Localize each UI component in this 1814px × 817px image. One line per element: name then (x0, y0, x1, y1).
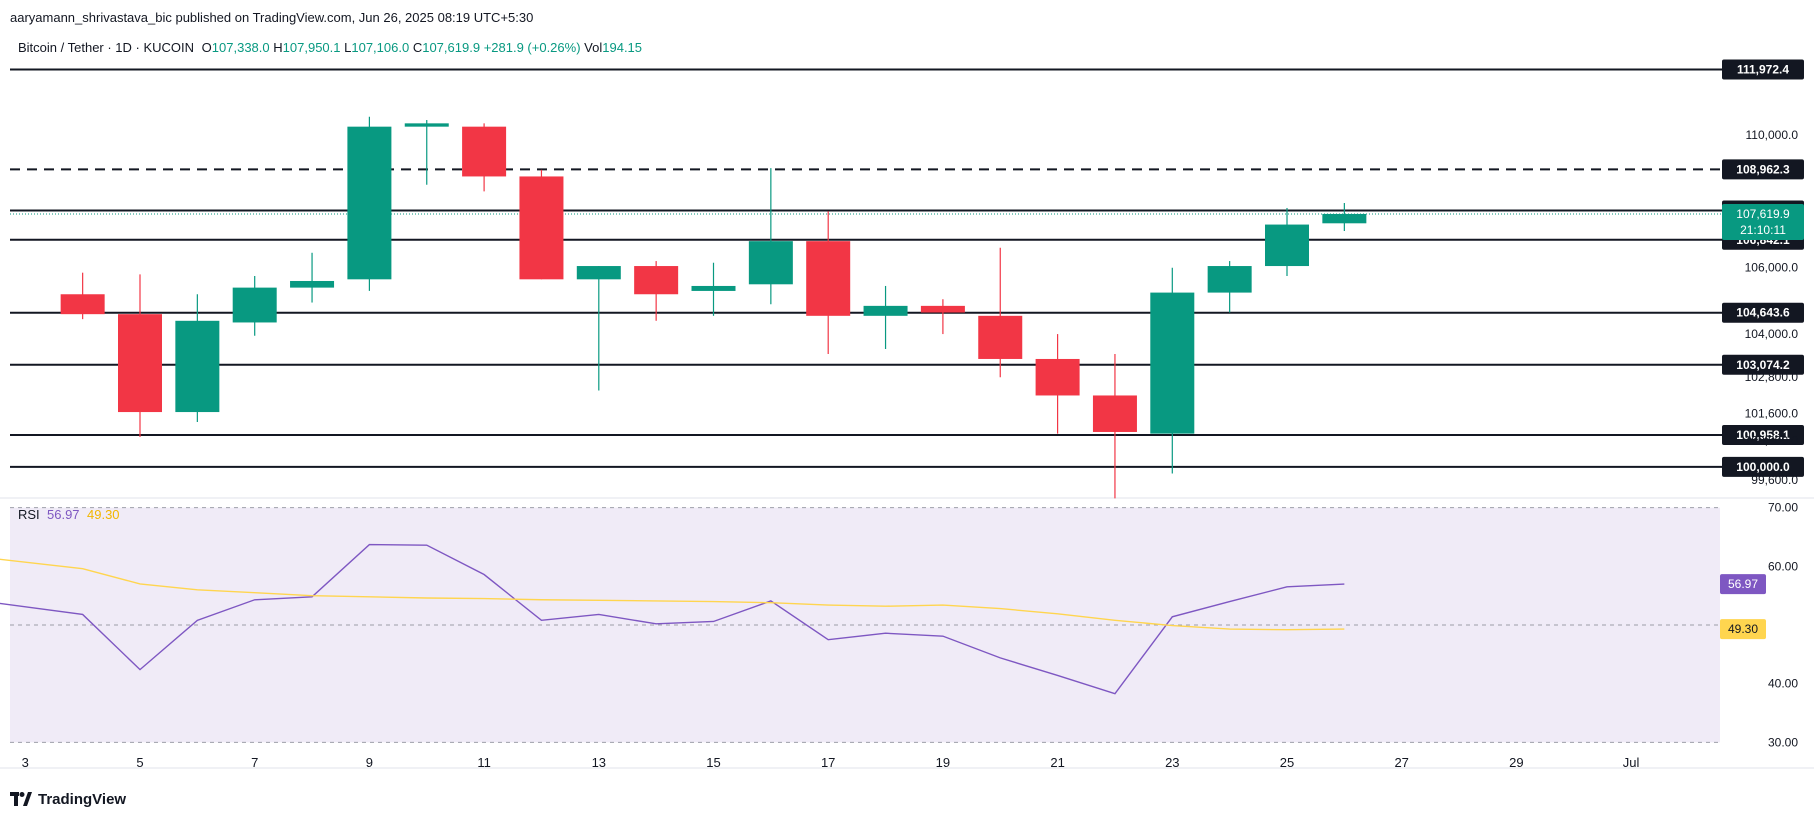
level-price-tag[interactable] (1722, 159, 1804, 180)
last-price-tag[interactable] (1722, 203, 1804, 240)
rsi-lines (0, 543, 1345, 695)
publisher-line: aaryamann_shrivastava_bic published on T… (10, 10, 534, 25)
level-price-tag[interactable] (1722, 456, 1804, 477)
level-price-label: 100,958.1 (1736, 428, 1790, 442)
rsi-tick-label: 60.00 (1768, 559, 1798, 573)
price-tick-label: 102,800.0 (1745, 370, 1799, 384)
level-price-tag[interactable] (1722, 302, 1804, 323)
high-value: 107,950.1 (282, 40, 341, 55)
price-tick-label: 104,000.0 (1745, 327, 1799, 341)
time-tick-label: 5 (136, 755, 143, 770)
time-tick-label: 21 (1050, 755, 1064, 770)
level-price-label: 104,643.6 (1736, 306, 1790, 320)
time-tick-label: 11 (477, 755, 491, 770)
rsi-tick-label: 40.00 (1768, 677, 1798, 691)
rsi-tick-label: 30.00 (1768, 735, 1798, 749)
rsi-legend-ma-value: 49.30 (87, 507, 120, 522)
price-tick-label: 106,000.0 (1745, 261, 1799, 275)
price-tick-label: 99,600.0 (1751, 473, 1798, 487)
grid (0, 497, 1814, 769)
candle-body (978, 315, 1023, 359)
candle-body (1265, 224, 1309, 267)
candle-body (920, 305, 965, 313)
open-label: O (201, 40, 212, 55)
level-price-label: 108,962.3 (1736, 162, 1790, 176)
candle-body (863, 305, 908, 316)
rsi-value-tag (1720, 574, 1766, 595)
horizontal-levels[interactable]: 111,972.4108,962.3107,724.6106,842.1104,… (10, 59, 1804, 477)
price-axis[interactable]: 110,000.0 106,000.0 104,000.0 101,600.0 100,… (1720, 128, 1798, 749)
time-axis[interactable]: 3 5 7 9 11 13 15 17 19 21 23 25 27 29 Jul (22, 755, 1640, 770)
price-tick-label: 110,000.0 (1746, 128, 1799, 142)
close-value: 107,619.9 (422, 40, 481, 55)
low-value: 107,106.0 (351, 40, 410, 55)
volume-value: 194.15 (602, 40, 643, 55)
candle-body (1150, 292, 1195, 434)
time-tick-label: 23 (1165, 755, 1179, 770)
time-tick-label: Jul (1623, 755, 1640, 770)
bar-countdown: 21:10:11 (1740, 223, 1786, 237)
candles (60, 116, 1367, 499)
time-tick-label: 15 (706, 755, 720, 770)
rsi-legend-value: 56.97 (47, 507, 80, 522)
candle-body (1207, 266, 1252, 293)
candle-body (347, 126, 392, 280)
time-tick-label: 13 (592, 755, 606, 770)
level-price-tag[interactable] (1722, 59, 1804, 80)
time-tick-label: 3 (22, 755, 29, 770)
low-label: L (344, 40, 352, 55)
price-tick-label: 100,800.0 (1745, 433, 1799, 447)
level-price-label: 100,000.0 (1736, 460, 1790, 474)
candle-body (60, 294, 105, 315)
symbol-name[interactable]: Bitcoin / Tether · 1D · KUCOIN (18, 40, 195, 55)
candle-body (232, 287, 277, 323)
rsi-tick-label: 70.00 (1768, 501, 1798, 515)
time-tick-label: 17 (821, 755, 835, 770)
candle-body (290, 280, 335, 288)
level-price-label: 103,074.2 (1736, 358, 1790, 372)
symbol-legend: Bitcoin / Tether · 1D · KUCOIN O107,338.… (18, 40, 642, 55)
last-price-label: 107,619.9 (1736, 207, 1790, 221)
candle-body (806, 241, 851, 316)
candle-body (691, 285, 736, 291)
high-label: H (273, 40, 283, 55)
rsi-value-label: 56.97 (1728, 577, 1758, 591)
rsi-ma-line (0, 558, 1345, 631)
level-price-tag[interactable] (1722, 425, 1804, 446)
tradingview-logo[interactable]: TradingView (10, 789, 126, 809)
rsi-legend-label: RSI (18, 507, 40, 522)
close-label: C (412, 40, 423, 55)
time-tick-label: 7 (251, 755, 258, 770)
candle-body (404, 123, 449, 127)
time-tick-label: 27 (1394, 755, 1408, 770)
candle-body (1092, 395, 1137, 432)
candle-body (748, 241, 793, 285)
rsi-ma-label: 49.30 (1728, 622, 1758, 636)
time-tick-label: 25 (1280, 755, 1294, 770)
time-tick-label: 19 (936, 755, 950, 770)
rsi-line (0, 543, 1345, 695)
change-value: +281.9 (+0.26%) (483, 40, 581, 55)
level-price-tag[interactable] (1722, 354, 1804, 375)
time-tick-label: 9 (366, 755, 373, 770)
volume-label: Vol (584, 40, 603, 55)
time-tick-label: 29 (1509, 755, 1523, 770)
candle-body (118, 314, 162, 413)
tradingview-logo-icon (10, 792, 32, 806)
rsi-ma-tag (1720, 619, 1766, 640)
price-tick-label: 101,600.0 (1745, 407, 1799, 421)
tradingview-brand: TradingView (38, 790, 127, 808)
rsi-legend: RSI 56.97 49.30 (18, 507, 120, 522)
candle-body (1322, 213, 1367, 224)
candle-body (519, 176, 564, 280)
candle-body (634, 266, 679, 295)
level-price-label: 111,972.4 (1737, 63, 1789, 77)
candle-body (462, 126, 507, 177)
candle-body (576, 266, 621, 280)
candle-body (175, 320, 220, 413)
rsi-pane (10, 507, 1720, 743)
candle-body (1035, 358, 1080, 396)
open-value: 107,338.0 (211, 40, 270, 55)
